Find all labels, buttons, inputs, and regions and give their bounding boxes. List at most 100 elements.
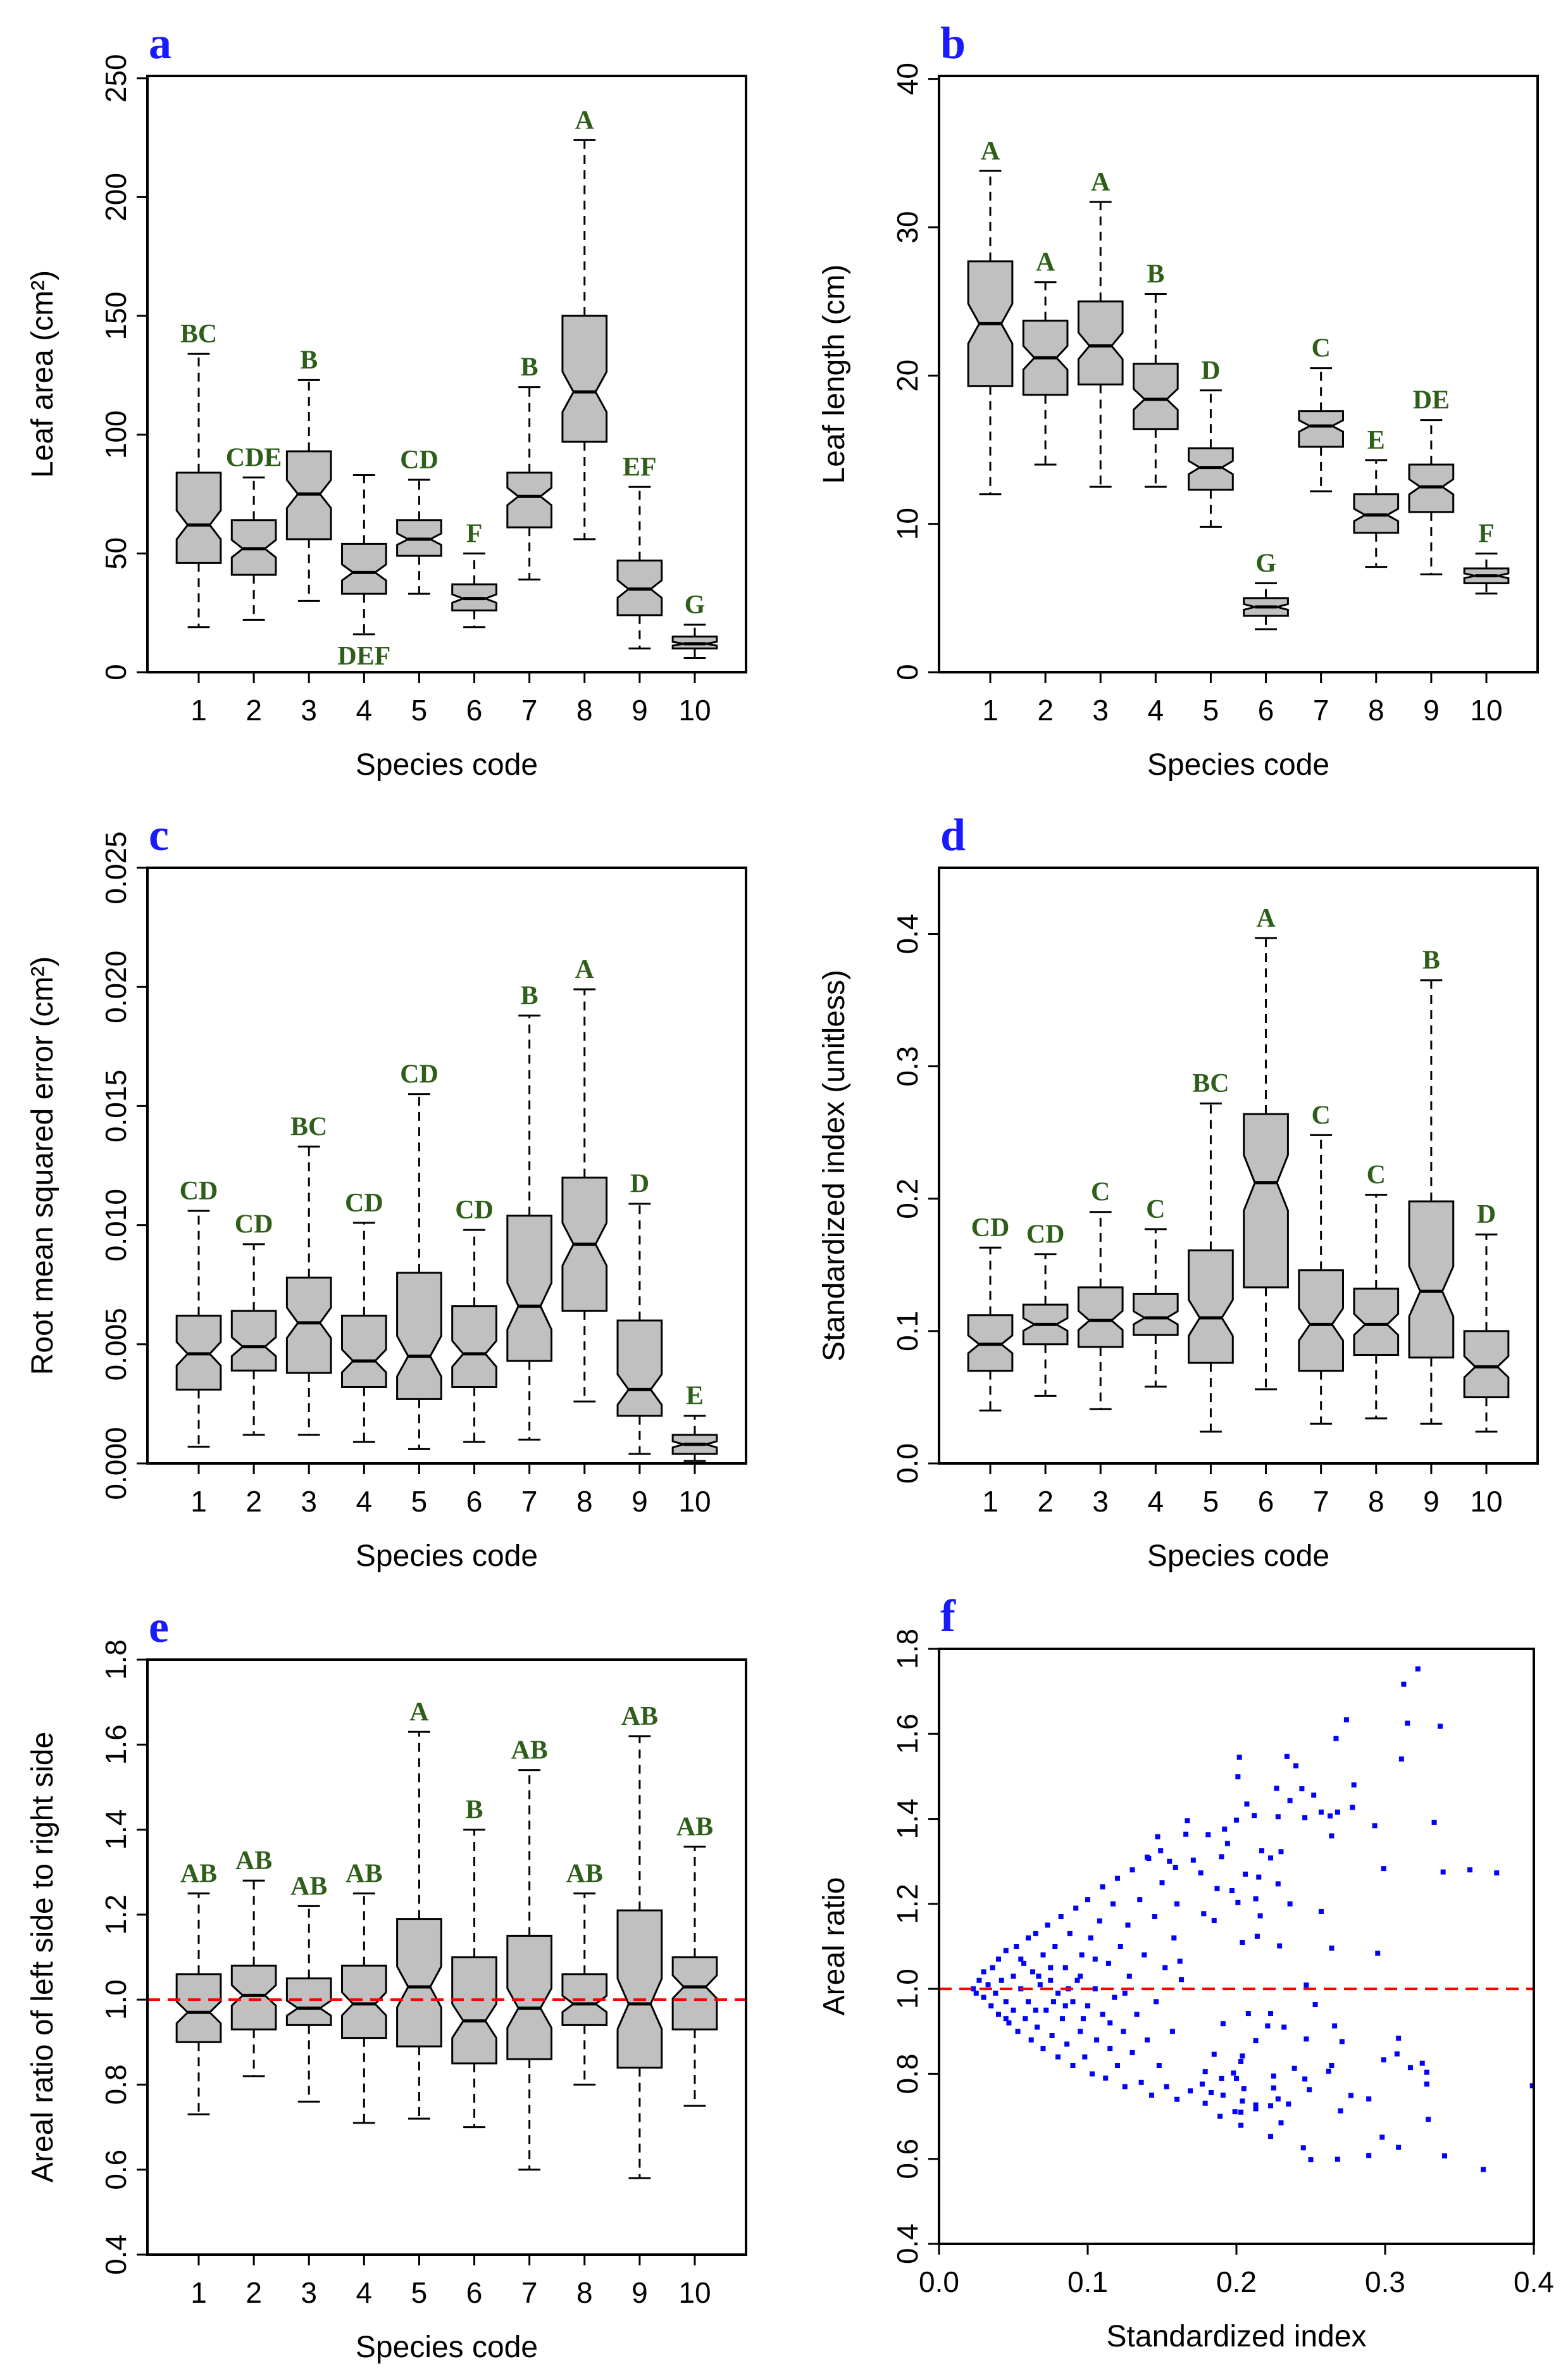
scatter-point [1092, 1986, 1098, 1992]
scatter-point [1126, 1974, 1132, 1979]
panel-a: a 0 50 100 150 200 250 1 2 3 4 5 6 7 8 9 10 Species code L… [26, 18, 747, 782]
group-letter: C [1367, 1161, 1386, 1190]
y-tick-label: 1.6 [99, 1724, 132, 1765]
scatter-point [1060, 2016, 1066, 2022]
group-letter: CDE [226, 443, 282, 472]
scatter-point [1085, 1897, 1090, 1903]
y-tick-label: 0.4 [99, 2234, 132, 2275]
box-species-3: BC [285, 1112, 332, 1436]
x-tick-label: 1 [982, 1485, 999, 1518]
scatter-point [1085, 2003, 1090, 2008]
plot-area: CD CD C C BC A C C B D [967, 904, 1510, 1433]
scatter-point [1188, 2088, 1193, 2094]
x-tick-label: 1 [982, 694, 999, 727]
box-species-5: D [1188, 356, 1234, 528]
scatter-point [1033, 1931, 1038, 1936]
scatter-point [1088, 1935, 1093, 1941]
scatter-point [1307, 2087, 1312, 2093]
scatter-point [1245, 2011, 1251, 2017]
scatter-point [1122, 2084, 1128, 2089]
scatter-point [1271, 2085, 1276, 2091]
scatter-point [1092, 1957, 1098, 1962]
y-tick-label: 100 [99, 410, 132, 459]
notched-box [561, 315, 608, 443]
scatter-point [1078, 2029, 1083, 2034]
panel-letter: c [149, 810, 169, 860]
scatter-point [1442, 2153, 1447, 2159]
scatter-point [1381, 2057, 1386, 2063]
scatter-point [1142, 1952, 1147, 1958]
y-tick-label: 1.4 [891, 1799, 924, 1839]
scatter-point [1244, 1801, 1250, 1807]
y-tick-label: 0.010 [99, 1189, 132, 1262]
scatter-point [1278, 2120, 1284, 2126]
group-letter: G [1255, 549, 1276, 578]
group-letter: F [466, 519, 483, 548]
notched-box [285, 1276, 332, 1374]
notched-box [230, 1964, 277, 2031]
x-tick-label: 6 [466, 694, 483, 727]
group-letter: B [1147, 260, 1164, 289]
scatter-point [1329, 1833, 1335, 1839]
box-species-5: BC [1188, 1069, 1234, 1433]
scatter-point [1058, 1914, 1064, 1919]
scatter-point [1014, 1944, 1019, 1949]
notched-box [1298, 1269, 1345, 1372]
y-tick-label: 0.2 [891, 1179, 924, 1219]
y-tick-label: 40 [891, 63, 924, 95]
scatter-point [1240, 2053, 1245, 2059]
notched-box [1353, 1287, 1400, 1356]
scatter-point [1293, 1763, 1298, 1769]
group-letter: BC [290, 1112, 327, 1141]
group-letter: A [409, 1698, 429, 1727]
panel-e: e 0.4 0.6 0.8 1.0 1.2 1.4 1.6 1.8 1 2 3 4 5 6 7 8 9 10 Spec… [26, 1601, 747, 2364]
x-tick-label: 6 [466, 1485, 483, 1518]
x-tick-label: 3 [301, 694, 317, 727]
scatter-point [1174, 2096, 1179, 2102]
scatter-point [1049, 2033, 1055, 2038]
scatter-point [1107, 2046, 1113, 2051]
x-tick-label: 6 [466, 2276, 483, 2309]
scatter-point [1332, 2023, 1338, 2029]
scatter-point [1209, 2089, 1214, 2095]
scatter-point [1274, 1786, 1279, 1791]
scatter-point [1234, 2076, 1239, 2081]
box-species-4: C [1132, 1195, 1179, 1388]
scatter-point [1415, 1666, 1421, 1672]
scatter-point [1040, 2046, 1046, 2051]
scatter-point [1074, 1977, 1080, 1983]
y-tick-label: 1.2 [891, 1884, 924, 1924]
group-letter: C [1146, 1195, 1165, 1224]
scatter-point [1257, 1913, 1263, 1919]
y-axis-title: Leaf area (cm²) [26, 270, 59, 478]
scatter-point [1222, 1826, 1228, 1832]
y-tick-label: 0.6 [891, 2139, 924, 2179]
plot-area: A A A B D G C E DE F [967, 137, 1510, 630]
box-species-5: CD [396, 1060, 442, 1450]
scatter-point [1217, 2113, 1223, 2119]
x-tick-label: 0.4 [1514, 2265, 1554, 2298]
group-letter: B [521, 981, 538, 1010]
scatter-point [1080, 2016, 1086, 2022]
scatter-point [1177, 1958, 1183, 1964]
panel-f: f 0.4 0.6 0.8 1.0 1.2 1.4 1.6 1.8 0.0 0.1 0.2 0.3 0.4… [818, 1591, 1554, 2353]
scatter-point [1328, 1813, 1333, 1819]
box-species-9: EF [616, 453, 663, 649]
scatter-point [1035, 2024, 1040, 2030]
scatter-point [1235, 1774, 1241, 1780]
scatter-point [1254, 1933, 1260, 1939]
scatter-point [1164, 2084, 1169, 2089]
scatter-point [996, 2012, 1001, 2017]
box-species-7: C [1298, 1101, 1345, 1425]
scatter-point [1424, 2081, 1429, 2087]
panel-c: c 0.000 0.005 0.010 0.015 0.020 0.025 1 2 3 4 5 6 7 8 9… [26, 810, 747, 1573]
x-tick-label: 1 [190, 1485, 207, 1518]
scatter-point [1033, 2007, 1038, 2013]
scatter-point [1335, 1809, 1340, 1815]
scatter-point [1311, 1792, 1317, 1798]
group-letter: BC [1192, 1069, 1229, 1098]
y-tick-label: 200 [99, 173, 132, 222]
y-tick-label: 0.4 [891, 914, 924, 955]
scatter-point [1052, 1944, 1058, 1949]
box-species-6: B [451, 1796, 497, 2129]
